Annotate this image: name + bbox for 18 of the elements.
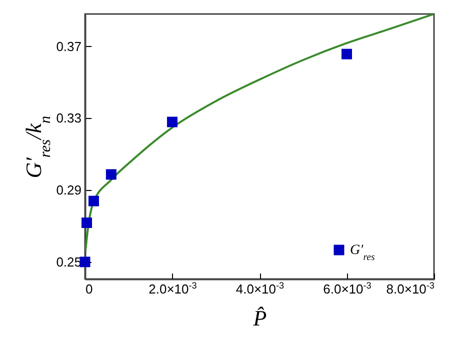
point [106, 169, 116, 180]
y-tick-label: 0.33 [56, 110, 82, 126]
x-tick-label: 8.0×10$^{-3}$ [386, 280, 434, 296]
point [342, 48, 352, 60]
x-tick-label: 2.0×10$^{-3}$ [148, 280, 197, 296]
y-tick-label: 0.29 [56, 182, 82, 198]
y-tick-label: 0.25 [56, 254, 82, 270]
point [82, 218, 92, 228]
x-tick-label: 6.0×10$^{-3}$ [323, 280, 372, 296]
x-tick-label: 4.0×10$^{-3}$ [236, 280, 284, 296]
point [88, 196, 99, 206]
line-series [85, 14, 434, 252]
x-axis-title: P̂ [252, 306, 267, 330]
legend-label: G′$_{res}$ [350, 243, 375, 262]
point [80, 256, 90, 268]
point [167, 116, 178, 128]
x-tick-label: 0 [86, 282, 93, 296]
y-tick-label: 0.37 [56, 38, 82, 54]
